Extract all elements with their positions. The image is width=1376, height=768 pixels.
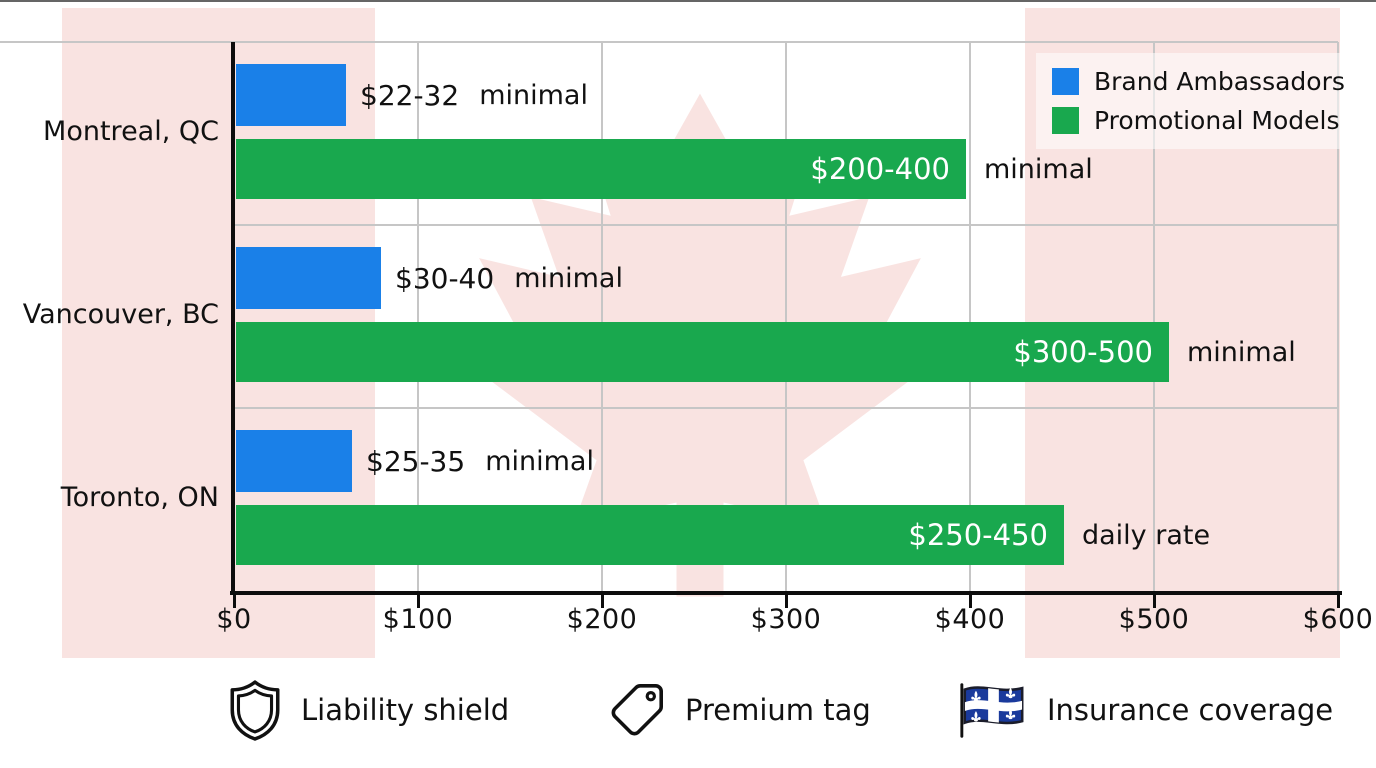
bar-value-label: $300-500 xyxy=(1013,335,1153,369)
bar-promotional-models: $200-400 xyxy=(236,139,966,199)
bar-brand-ambassadors xyxy=(236,430,352,492)
bar-promotional-models: $250-450 xyxy=(236,505,1064,565)
x-axis-tick xyxy=(785,595,788,608)
x-axis-tick xyxy=(1153,595,1156,608)
category-label: Vancouver, BC xyxy=(22,299,219,330)
x-axis-tick xyxy=(601,595,604,608)
x-axis-spine xyxy=(230,591,1342,595)
bar-promotional-models: $300-500 xyxy=(236,322,1169,382)
vertical-gridline xyxy=(1153,42,1155,591)
bar-qualifier: minimal xyxy=(514,262,623,294)
bar-value-label: $25-35 minimal xyxy=(366,430,594,492)
footer-label: Liability shield xyxy=(301,693,510,727)
shield-icon xyxy=(230,680,280,741)
category-label: Toronto, ON xyxy=(60,482,219,513)
legend-label: Promotional Models xyxy=(1094,106,1340,135)
x-tick-label: $600 xyxy=(1302,604,1374,635)
quebec-flag-icon xyxy=(960,683,1024,738)
legend-item-brand-ambassadors: Brand Ambassadors xyxy=(1052,67,1345,96)
legend-swatch-green xyxy=(1052,107,1079,134)
vertical-gridline xyxy=(785,42,787,591)
legend: Brand Ambassadors Promotional Models xyxy=(1036,53,1345,149)
bar-qualifier: minimal xyxy=(479,79,588,111)
vertical-gridline xyxy=(417,42,419,591)
footer-item-insurance-coverage: Insurance coverage xyxy=(956,678,1333,742)
plot-top-gridline xyxy=(0,41,1338,43)
bar-qualifier: minimal xyxy=(485,445,594,477)
footer-label: Premium tag xyxy=(685,693,871,727)
y-axis-spine xyxy=(231,42,235,595)
x-tick-label: $400 xyxy=(934,604,1006,635)
category-label: Montreal, QC xyxy=(43,116,219,147)
bar-qualifier: minimal xyxy=(984,153,1093,185)
vertical-gridline xyxy=(601,42,603,591)
bar-value-label: $250-450 xyxy=(908,518,1048,552)
tag-icon xyxy=(611,684,663,736)
x-tick-label: $200 xyxy=(566,604,638,635)
footer-item-premium-tag: Premium tag xyxy=(608,678,871,742)
bar-brand-ambassadors xyxy=(236,64,346,126)
footer-item-liability-shield: Liability shield xyxy=(226,678,509,742)
legend-swatch-blue xyxy=(1052,68,1079,95)
bar-brand-ambassadors xyxy=(236,247,381,309)
legend-label: Brand Ambassadors xyxy=(1094,67,1345,96)
x-tick-label: $300 xyxy=(750,604,822,635)
bar-value: $25-35 xyxy=(366,444,466,478)
x-tick-label: $500 xyxy=(1118,604,1190,635)
bar-value-label: $30-40 minimal xyxy=(395,247,623,309)
bar-value: $30-40 xyxy=(395,261,495,295)
bar-value-label: $200-400 xyxy=(810,152,950,186)
bar-qualifier: minimal xyxy=(1187,336,1296,368)
bar-qualifier: daily rate xyxy=(1082,519,1211,551)
bar-value: $22-32 xyxy=(360,78,460,112)
x-axis-tick xyxy=(233,595,236,608)
bar-value-label: $22-32 minimal xyxy=(360,64,588,126)
x-axis-tick xyxy=(1337,595,1340,608)
legend-item-promotional-models: Promotional Models xyxy=(1052,106,1340,135)
x-axis-tick xyxy=(969,595,972,608)
footer-label: Insurance coverage xyxy=(1047,693,1334,727)
x-tick-label: $0 xyxy=(216,604,252,635)
x-tick-label: $100 xyxy=(382,604,454,635)
figure-top-border xyxy=(0,0,1376,2)
vertical-gridline xyxy=(969,42,971,591)
vertical-gridline xyxy=(1337,42,1339,591)
x-axis-tick xyxy=(417,595,420,608)
